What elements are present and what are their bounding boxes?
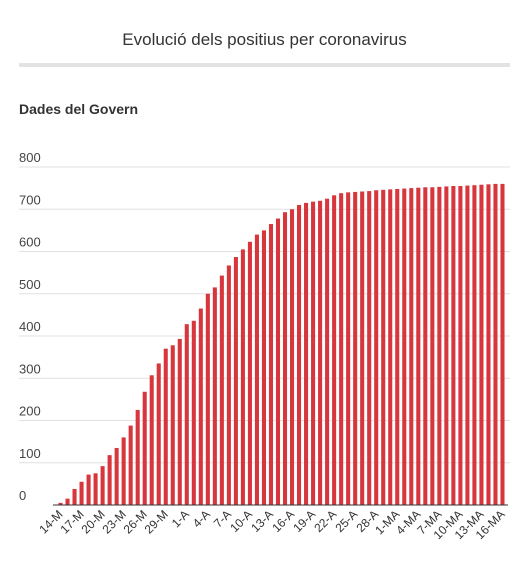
bar-11-MA xyxy=(465,185,470,505)
bar-21-A xyxy=(325,198,330,505)
y-tick-label: 100 xyxy=(19,446,41,461)
bar-14-M xyxy=(58,502,63,505)
bar-2-MA xyxy=(402,188,407,506)
chart-title: Evolució dels positius per coronavirus xyxy=(122,30,407,49)
bar-6-A xyxy=(219,275,224,505)
bar-15-MA xyxy=(493,183,498,505)
bar-11-A xyxy=(254,234,259,505)
bar-4-A xyxy=(205,293,210,505)
chart-subtitle: Dades del Govern xyxy=(19,101,139,117)
bar-8-MA xyxy=(444,186,449,505)
x-tick-label: 29-M xyxy=(142,507,171,536)
bar-27-A xyxy=(367,191,372,505)
y-tick-label: 0 xyxy=(19,488,26,503)
title-divider xyxy=(19,63,510,67)
x-tick-label: 13-A xyxy=(248,507,276,535)
bar-10-MA xyxy=(458,186,463,505)
x-tick-label: 10-A xyxy=(227,507,255,535)
y-tick-label: 800 xyxy=(19,150,41,165)
bar-series xyxy=(58,183,505,506)
bar-18-A xyxy=(304,202,309,505)
bar-13-MA xyxy=(479,184,484,505)
bar-29-A xyxy=(381,189,386,505)
bar-30-M xyxy=(170,345,175,505)
bar-6-MA xyxy=(430,187,435,505)
bar-16-A xyxy=(289,209,295,505)
x-tick-label: 4-A xyxy=(190,507,213,530)
x-tick-label: 25-A xyxy=(332,507,360,535)
y-tick-label: 500 xyxy=(19,277,41,292)
x-tick-label: 1-A xyxy=(169,507,192,530)
x-axis-ticks: 14-M17-M20-M23-M26-M29-M1-A4-A7-A10-A13-… xyxy=(36,507,507,542)
bar-1-A xyxy=(184,324,189,505)
bar-23-A xyxy=(339,193,344,505)
x-tick-label: 22-A xyxy=(311,507,339,535)
bar-17-A xyxy=(297,205,302,505)
bar-9-MA xyxy=(451,186,456,505)
bar-23-M xyxy=(121,437,126,505)
y-tick-label: 700 xyxy=(19,192,41,207)
bar-29-M xyxy=(163,348,168,505)
y-tick-label: 300 xyxy=(19,361,41,376)
bar-16-M xyxy=(72,488,77,505)
bar-12-MA xyxy=(472,185,477,506)
bar-31-M xyxy=(177,338,182,505)
bar-9-A xyxy=(240,249,245,505)
bar-7-A xyxy=(226,265,231,505)
bar-5-MA xyxy=(423,187,428,505)
bar-15-M xyxy=(65,498,70,505)
bar-20-A xyxy=(318,200,323,506)
bar-14-MA xyxy=(486,184,491,505)
bar-2-A xyxy=(191,320,196,505)
bar-26-A xyxy=(360,191,365,505)
x-tick-label: 16-A xyxy=(269,507,297,535)
bar-1-MA xyxy=(395,188,400,505)
y-tick-label: 600 xyxy=(19,235,41,250)
bar-10-A xyxy=(247,241,252,505)
bar-4-MA xyxy=(416,187,421,505)
bar-15-A xyxy=(282,212,288,505)
bar-22-A xyxy=(332,195,337,505)
bar-7-MA xyxy=(437,186,442,506)
bar-14-A xyxy=(275,218,281,506)
bar-25-A xyxy=(353,191,358,506)
x-tick-label: 19-A xyxy=(290,507,318,535)
bar-17-M xyxy=(79,481,84,505)
y-tick-label: 200 xyxy=(19,404,41,419)
bar-18-M xyxy=(86,474,91,505)
bar-28-M xyxy=(156,363,161,505)
bar-13-A xyxy=(268,224,274,505)
bar-25-M xyxy=(135,409,140,505)
bar-19-A xyxy=(311,201,316,505)
bar-3-A xyxy=(198,308,203,505)
bar-24-A xyxy=(346,192,351,505)
bar-3-MA xyxy=(409,188,414,505)
bar-16-MA xyxy=(500,183,505,505)
bar-30-A xyxy=(388,189,393,505)
bar-24-M xyxy=(128,425,133,505)
bar-28-A xyxy=(374,190,379,506)
bar-20-M xyxy=(100,466,105,505)
bar-12-A xyxy=(261,230,266,505)
bar-19-M xyxy=(93,473,98,505)
bar-21-M xyxy=(107,455,112,505)
bar-5-A xyxy=(212,287,217,505)
bar-8-A xyxy=(233,256,238,505)
bar-26-M xyxy=(142,391,147,505)
bar-22-M xyxy=(114,447,119,505)
y-axis-ticks: 0 100 200 300 400 500 600 700 800 xyxy=(19,150,41,503)
bar-27-M xyxy=(149,375,154,505)
y-tick-label: 400 xyxy=(19,319,41,334)
